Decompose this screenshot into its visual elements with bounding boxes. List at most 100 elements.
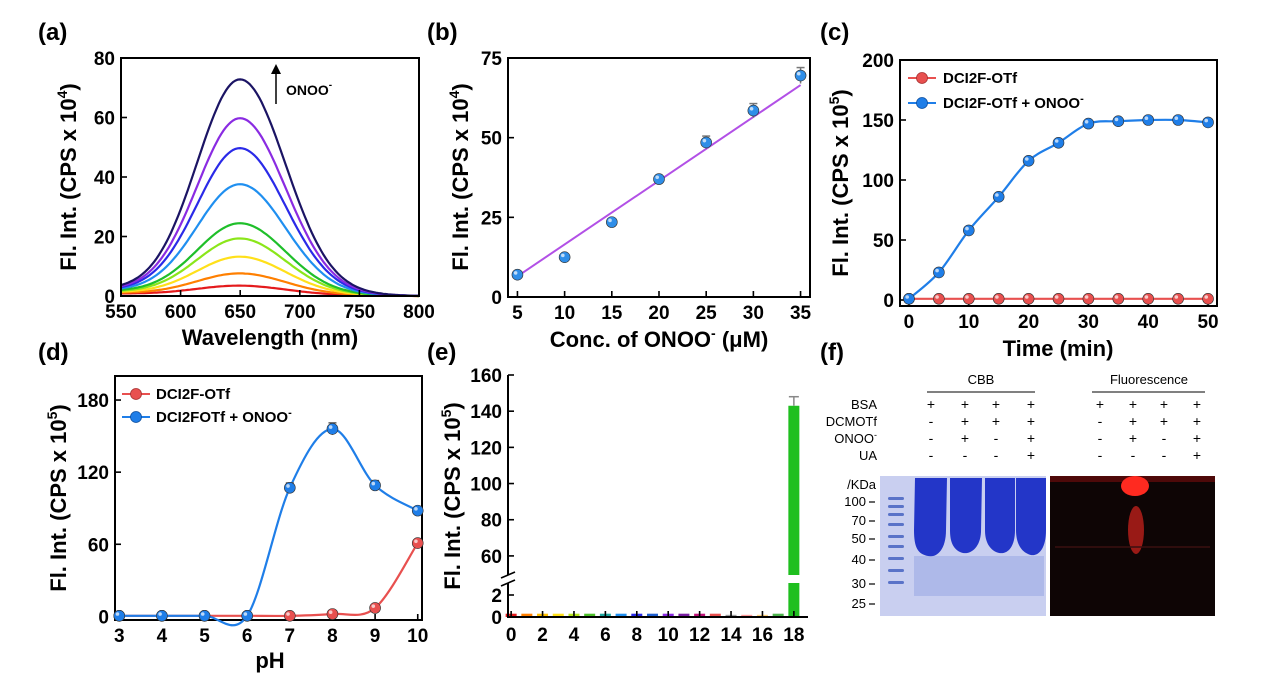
c-data-point-highlight (1114, 295, 1119, 299)
c-data-point-highlight (965, 295, 969, 299)
e-bar (615, 613, 627, 617)
f-cbb-sign: - (929, 413, 934, 429)
f-marker-label: 70 (852, 513, 866, 528)
c-xtick-label: 40 (1138, 312, 1159, 333)
d-data-point (198, 609, 211, 622)
c-data-point (1022, 292, 1035, 305)
a-y-label: Fl. Int. (CPS x 104) (54, 83, 81, 271)
c-data-point (1052, 292, 1065, 305)
a-xtick-label: 600 (165, 302, 197, 323)
b-xtick-label: 5 (512, 303, 523, 324)
d-ytick-label: 0 (98, 607, 109, 628)
b-ytick-label: 75 (481, 49, 503, 70)
c-y-ticks: 0 50 100 150 200 (862, 51, 906, 312)
f-fluor-sign: + (1193, 413, 1201, 429)
f-row-label: UA (859, 448, 877, 463)
d-data-point-highlight (115, 612, 120, 616)
e-axis-break-mark-2 (500, 579, 516, 587)
b-xtick-label: 10 (554, 303, 575, 324)
c-data-point (1082, 117, 1095, 130)
d-data-point (326, 423, 339, 435)
d-data-point (369, 479, 381, 492)
c-data-point (962, 292, 975, 305)
f-row-label: DCMOTf (826, 414, 878, 429)
d-xtick-label: 6 (242, 626, 253, 647)
f-cbb-sign: + (992, 396, 1000, 412)
f-fluor-sign: - (1131, 447, 1136, 463)
panel-d-chart: 3 4 5 6 7 8 9 10 0 60 120 180 DCI2F-OTf DCI2FOTf +… (44, 375, 428, 673)
b-data-point (794, 69, 807, 82)
d-data-point-highlight (328, 610, 333, 614)
b-data-point-highlight (796, 71, 801, 76)
a-ytick-label: 60 (94, 109, 115, 130)
c-data-point (1112, 292, 1125, 305)
e-axis-break-gap (500, 575, 514, 583)
f-cbb-sign: - (929, 430, 934, 446)
f-fluor-sign: - (1098, 430, 1103, 446)
fluor-band-main (1121, 476, 1149, 496)
d-series-group (113, 422, 424, 627)
a-xtick-label: 550 (105, 302, 137, 323)
e-ytick-label: 120 (470, 438, 502, 459)
b-xtick-label: 35 (790, 303, 812, 324)
f-marker-label: 25 (852, 596, 866, 611)
cbb-bands (914, 478, 1046, 557)
f-cbb-sign: - (963, 447, 968, 463)
d-data-point (369, 602, 381, 614)
f-cbb-sign: - (994, 447, 999, 463)
a-annotation: ONOO- (286, 80, 332, 98)
c-legend-text-1: DCI2F-OTf (943, 70, 1018, 87)
e-bar (741, 614, 753, 617)
e-ytick-label: 80 (481, 511, 502, 532)
e-xtick-label: 14 (720, 625, 742, 646)
f-cbb-sign: + (1027, 447, 1035, 463)
b-x-label: Conc. of ONOO- (μM) (550, 325, 769, 352)
c-data-point (1142, 292, 1155, 305)
e-xtick-label: 16 (752, 625, 773, 646)
c-data-point (992, 292, 1005, 305)
c-data-point-highlight (905, 295, 909, 299)
e-ytick-label: 100 (470, 475, 502, 496)
e-xtick-label: 12 (689, 625, 710, 646)
e-xtick-label: 2 (537, 625, 548, 646)
f-cbb-sign: + (961, 413, 969, 429)
a-xtick-label: 650 (224, 302, 256, 323)
d-xtick-label: 8 (327, 626, 338, 647)
fluor-band-smear (1128, 506, 1144, 554)
arrow-up-icon (271, 64, 281, 74)
e-ytick-label: 140 (470, 402, 502, 423)
d-y-label: Fl. Int. (CPS x 105) (44, 404, 71, 592)
f-fluor-sign: + (1129, 413, 1137, 429)
c-data-point-highlight (935, 295, 939, 299)
c-frame (899, 59, 1218, 307)
c-x-ticks: 0 10 20 30 40 50 (904, 300, 1219, 333)
b-data-point (653, 173, 665, 185)
panel-b-chart: 5 10 15 20 25 30 35 0 25 50 75 Conc. of ONOO- (μM… (446, 49, 812, 352)
e-ytick-label: 2 (491, 586, 502, 607)
c-series-group (903, 114, 1214, 305)
d-x-label: pH (255, 648, 284, 673)
c-data-point (1142, 114, 1155, 126)
e-y-ticks: 02 60 80 100 120 140 160 (470, 366, 514, 629)
f-fluor-sign: - (1162, 447, 1167, 463)
c-data-point (903, 292, 915, 305)
d-legend-text-1: DCI2F-OTf (156, 386, 231, 403)
f-fluor-sign: + (1160, 396, 1168, 412)
b-data-point-highlight (655, 175, 659, 180)
c-data-point-highlight (1024, 157, 1029, 161)
d-frame (114, 375, 423, 621)
c-data-point (933, 266, 945, 279)
panel-a-label: (a) (38, 19, 67, 46)
c-data-point-highlight (1144, 116, 1149, 120)
a-ytick-label: 80 (94, 49, 115, 70)
c-data-point (962, 224, 975, 237)
f-row-label: ONOO- (834, 430, 877, 446)
c-data-point (992, 191, 1005, 203)
d-data-point-highlight (200, 612, 205, 616)
d-data-point (411, 537, 424, 549)
d-data-point-highlight (286, 484, 290, 488)
b-ytick-label: 50 (481, 129, 502, 150)
e-bar (647, 613, 659, 617)
f-fluor-sign: + (1193, 430, 1201, 446)
